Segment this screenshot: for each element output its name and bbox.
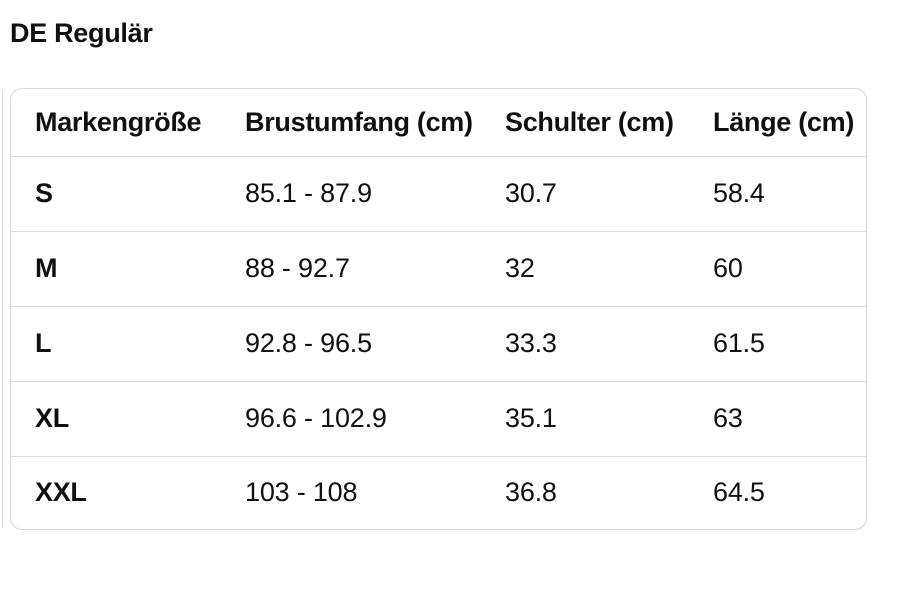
length-cell: 64.5 [713, 477, 765, 508]
header-row: Markengröße Brustumfang (cm) Schulter (c… [11, 89, 866, 156]
table-row: L 92.8 - 96.5 33.3 61.5 [11, 306, 866, 381]
size-chart-card: Markengröße Brustumfang (cm) Schulter (c… [10, 88, 867, 530]
size-chart-table: Markengröße Brustumfang (cm) Schulter (c… [11, 89, 866, 529]
shoulder-cell: 32 [505, 253, 535, 283]
chest-cell: 88 - 92.7 [245, 253, 350, 283]
table-row: XXL 103 - 108 36.8 64.5 [11, 456, 866, 529]
size-cell: XXL [35, 477, 87, 508]
length-cell: 63 [713, 403, 743, 433]
size-cell: L [35, 328, 52, 358]
size-cell: XL [35, 403, 69, 433]
column-header-chest: Brustumfang (cm) [245, 106, 473, 137]
shoulder-cell: 30.7 [505, 178, 557, 208]
length-cell: 60 [713, 253, 743, 283]
shoulder-cell: 33.3 [505, 328, 557, 358]
size-cell: M [35, 253, 58, 283]
table-row: M 88 - 92.7 32 60 [11, 231, 866, 306]
chest-cell: 103 - 108 [245, 477, 358, 508]
shoulder-cell: 36.8 [505, 477, 557, 508]
chest-cell: 96.6 - 102.9 [245, 403, 387, 433]
chest-cell: 85.1 - 87.9 [245, 178, 372, 208]
previous-card-edge [2, 90, 3, 528]
column-header-shoulder: Schulter (cm) [505, 106, 674, 137]
shoulder-cell: 35.1 [505, 403, 557, 433]
length-cell: 58.4 [713, 178, 765, 208]
chest-cell: 92.8 - 96.5 [245, 328, 372, 358]
column-header-brand-size: Markengröße [35, 106, 202, 137]
length-cell: 61.5 [713, 328, 765, 358]
size-cell: S [35, 178, 53, 208]
column-header-length: Länge (cm) [713, 106, 855, 137]
table-row: XL 96.6 - 102.9 35.1 63 [11, 381, 866, 456]
page-title: DE Regulär [10, 18, 153, 48]
table-row: S 85.1 - 87.9 30.7 58.4 [11, 156, 866, 231]
